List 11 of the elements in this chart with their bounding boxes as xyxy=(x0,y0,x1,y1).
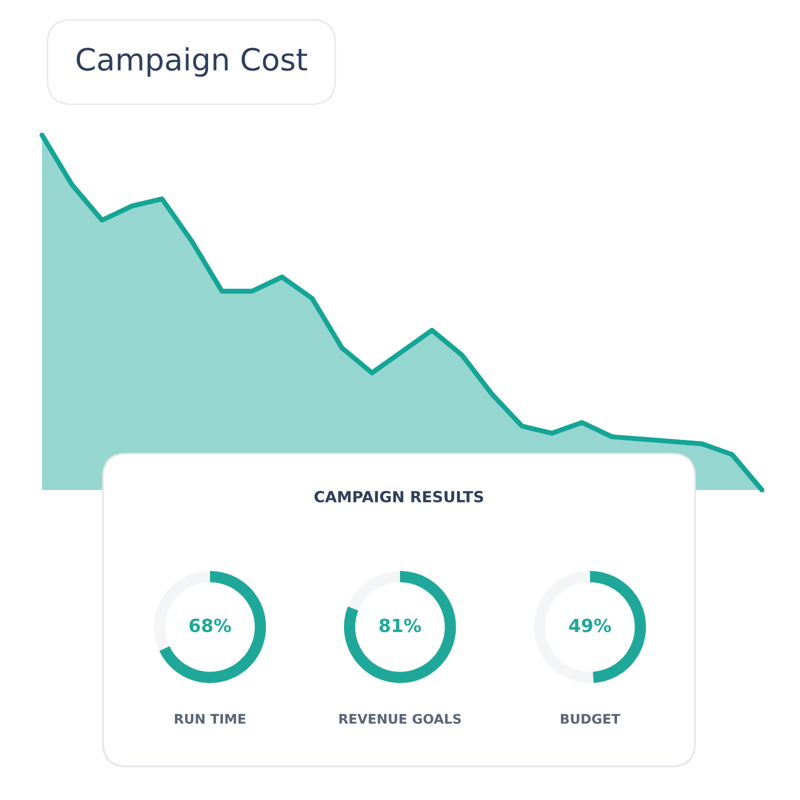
data-label: 49% xyxy=(569,618,612,632)
text: RUN TIME xyxy=(174,714,246,724)
chart-title: Campaign Cost xyxy=(76,47,308,77)
donut-slice xyxy=(344,571,456,683)
data-label: 81% xyxy=(379,618,422,632)
text: REVENUE GOALS xyxy=(339,714,461,724)
data-label: 68% xyxy=(190,618,232,632)
text: BUDGET xyxy=(560,714,620,724)
donut-slice xyxy=(348,571,400,611)
donut-slice xyxy=(159,571,266,683)
text: CAMPAIGN RESULTS xyxy=(314,490,484,502)
